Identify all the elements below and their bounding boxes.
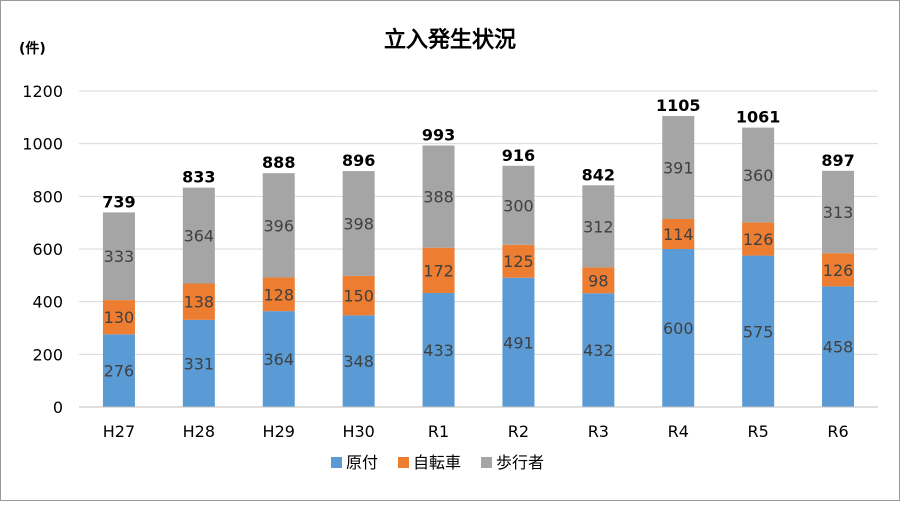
data-label: 398	[343, 214, 374, 233]
bar-segment	[662, 218, 695, 249]
data-label: 126	[743, 230, 774, 249]
data-label: 433	[423, 341, 454, 360]
x-tick-label: H27	[103, 422, 135, 441]
data-label: 432	[583, 341, 614, 360]
data-label: 130	[104, 308, 135, 327]
data-label: 125	[503, 252, 534, 271]
data-label: 98	[588, 271, 608, 290]
bar-segment	[422, 292, 455, 407]
y-tick-label: 1000	[22, 135, 63, 154]
data-label: 575	[743, 322, 774, 341]
bar-segment	[342, 275, 375, 316]
data-label: 391	[663, 158, 694, 177]
data-label: 396	[263, 216, 294, 235]
legend: 原付 自転車 歩行者	[331, 453, 544, 472]
total-label: 842	[582, 165, 615, 184]
bar-segment	[262, 277, 295, 312]
bar-segment	[262, 311, 295, 407]
bar-segment	[422, 247, 455, 293]
bar-segment	[742, 255, 775, 407]
bar-segment	[422, 145, 455, 248]
data-label: 360	[743, 166, 774, 185]
legend-swatch	[398, 457, 409, 468]
y-tick-label: 800	[32, 187, 63, 206]
x-tick-label: H29	[263, 422, 295, 441]
bar-segment	[582, 293, 615, 407]
x-tick-label: H28	[183, 422, 215, 441]
total-label: 896	[342, 151, 375, 170]
total-label: 888	[262, 153, 295, 172]
y-tick-label: 400	[32, 293, 63, 312]
data-label: 128	[263, 285, 294, 304]
chart-title: 立入発生状況	[384, 27, 516, 53]
total-label: 993	[422, 126, 455, 145]
data-label: 300	[503, 196, 534, 215]
y-tick-label: 200	[32, 345, 63, 364]
bar-segment	[182, 187, 215, 284]
bar-segment	[662, 249, 695, 407]
data-label: 126	[823, 261, 854, 280]
bar-segment	[662, 116, 695, 219]
bar-segment	[502, 165, 535, 245]
total-label: 1105	[656, 96, 701, 115]
bar-segment	[582, 267, 615, 294]
bar-segment	[822, 253, 855, 287]
legend-label: 歩行者	[496, 453, 544, 472]
total-label: 739	[102, 192, 135, 211]
data-label: 388	[423, 188, 454, 207]
y-tick-label: 600	[32, 240, 63, 259]
bar-segment	[822, 170, 855, 254]
data-label: 172	[423, 261, 454, 280]
bar-segment	[102, 300, 135, 335]
y-tick-label: 0	[53, 398, 63, 417]
x-tick-label: R6	[827, 422, 848, 441]
bar-segment	[582, 185, 615, 268]
x-tick-label: R1	[428, 422, 449, 441]
x-tick-label: R2	[508, 422, 529, 441]
bar-segment	[342, 315, 375, 407]
x-tick-label: H30	[342, 422, 374, 441]
x-tick-label: R3	[588, 422, 609, 441]
data-label: 313	[823, 203, 854, 222]
bar-segment	[502, 277, 535, 407]
bar-segment	[182, 283, 215, 320]
data-label: 600	[663, 319, 694, 338]
data-label: 364	[184, 227, 215, 246]
data-label: 458	[823, 338, 854, 357]
bar-segment	[102, 334, 135, 407]
data-label: 491	[503, 333, 534, 352]
bar-segment	[342, 171, 375, 276]
bar-segment	[742, 222, 775, 256]
data-label: 312	[583, 217, 614, 236]
data-label: 138	[184, 293, 215, 312]
data-label: 276	[104, 362, 135, 381]
data-label: 333	[104, 247, 135, 266]
total-label: 916	[502, 146, 535, 165]
x-tick-label: R5	[748, 422, 769, 441]
data-label: 114	[663, 225, 694, 244]
legend-label: 原付	[346, 453, 378, 472]
bar-segment	[742, 127, 775, 223]
total-label: 897	[821, 151, 854, 170]
legend-swatch	[331, 457, 342, 468]
bar-segment	[102, 212, 135, 301]
total-label: 1061	[736, 108, 781, 127]
bar-segment	[822, 286, 855, 407]
x-tick-label: R4	[668, 422, 689, 441]
legend-swatch	[481, 457, 492, 468]
data-label: 364	[263, 350, 294, 369]
y-axis-unit-label: (件)	[19, 40, 46, 57]
y-tick-label: 1200	[22, 82, 63, 101]
data-label: 331	[184, 354, 215, 373]
total-label: 833	[182, 168, 215, 187]
bar-segment	[182, 319, 215, 407]
legend-label: 自転車	[413, 453, 461, 472]
data-label: 150	[343, 287, 374, 306]
data-label: 348	[343, 352, 374, 371]
bar-segment	[502, 244, 535, 278]
bar-segment	[262, 173, 295, 278]
